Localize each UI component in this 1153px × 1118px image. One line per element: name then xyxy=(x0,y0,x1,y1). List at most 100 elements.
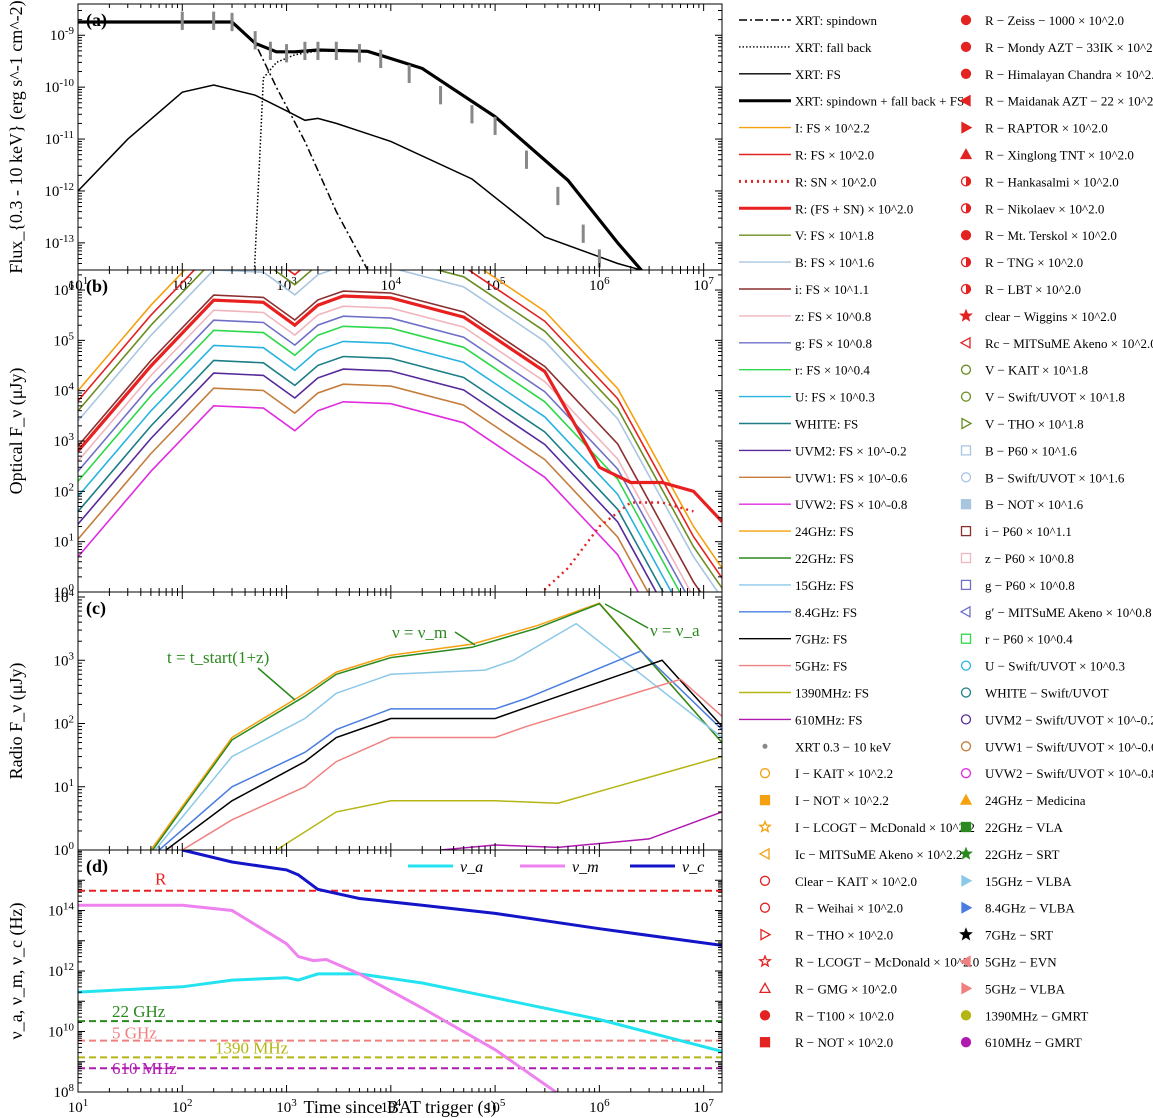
legend-item: Rc − MITSuME Akeno × 10^2.0 xyxy=(959,336,1153,351)
legend-item: 15GHz − VLBA xyxy=(961,874,1072,889)
legend-label: R − LCOGT − McDonald × 10^2.0 xyxy=(795,955,979,970)
tick-exp: 8 xyxy=(69,1082,75,1094)
legend-label: 24GHz − Medicina xyxy=(985,793,1086,808)
tick-base: 10 xyxy=(589,1100,604,1116)
tick-base: 10 xyxy=(54,653,69,669)
tick-exp: 4 xyxy=(396,1097,402,1109)
legend-item: R − Hankasalmi × 10^2.0 xyxy=(960,174,1119,189)
panel-frame xyxy=(77,849,723,1093)
legend-item: B − P60 × 10^1.6 xyxy=(960,443,1077,458)
legend-label: UVW1: FS × 10^-0.6 xyxy=(795,470,908,485)
legend-label: R − THO × 10^2.0 xyxy=(795,928,893,943)
y-tick-label: 1014 xyxy=(48,901,75,920)
series-U: FS × 10^0.3 xyxy=(78,340,673,592)
legend-label: WHITE: FS xyxy=(795,417,858,432)
legend-item: XRT: fall back xyxy=(739,40,872,55)
y-tick-label: 106 xyxy=(54,280,75,299)
legend-item: I − NOT × 10^2.2 xyxy=(759,793,889,808)
legend-item: 24GHz: FS xyxy=(739,524,854,539)
legend-label: UVW2 − Swift/UVOT × 10^-0.8 xyxy=(985,766,1153,781)
legend-label: U: FS × 10^0.3 xyxy=(795,390,875,405)
panel-label: (a) xyxy=(86,10,107,31)
tick-base: 10 xyxy=(54,843,69,859)
legend-marker xyxy=(960,687,972,698)
series-XRT: spindown + fall back + FS xyxy=(78,20,644,270)
legend-label: R − LBT × 10^2.0 xyxy=(985,282,1081,297)
legend-item: R − NOT × 10^2.0 xyxy=(759,1035,893,1050)
legend-item: UVW1: FS × 10^-0.6 xyxy=(739,470,908,485)
legend-label: R − RAPTOR × 10^2.0 xyxy=(985,121,1108,136)
legend-marker xyxy=(960,391,972,402)
legend-item: R: SN × 10^2.0 xyxy=(739,174,876,189)
tick-base: 10 xyxy=(693,1100,708,1116)
series-5GHz: FS xyxy=(181,678,722,850)
y-tick-label: 108 xyxy=(54,1082,75,1101)
legend-marker xyxy=(959,927,973,941)
legend-label: B − Swift/UVOT × 10^1.6 xyxy=(985,470,1125,485)
series-WHITE: FS xyxy=(78,355,665,592)
legend-label: 22GHz: FS xyxy=(795,551,854,566)
series-r: FS × 10^0.4 xyxy=(78,325,681,592)
tick-base: 10 xyxy=(54,484,69,500)
legend-label: V: FS × 10^1.8 xyxy=(795,228,874,243)
x-tick-label: 102 xyxy=(172,1097,193,1116)
legend-marker xyxy=(758,954,772,968)
legend-label: B − NOT × 10^1.6 xyxy=(985,497,1084,512)
legend-item: 22GHz: FS xyxy=(739,551,854,566)
ref-label-R: R xyxy=(155,870,167,889)
legend-label: R − Zeiss − 1000 × 10^2.0 xyxy=(985,13,1124,28)
series-XRT: FS xyxy=(78,84,642,270)
legend-label: 5GHz − VLBA xyxy=(985,981,1066,996)
x-tick-label: 104 xyxy=(381,1097,402,1116)
series-I: FS × 10^2.2 xyxy=(78,270,722,569)
legend-label: U − Swift/UVOT × 10^0.3 xyxy=(985,659,1125,674)
series-sn xyxy=(540,501,694,592)
y-tick-label: 104 xyxy=(54,381,75,400)
legend-label: Ic − MITSuME Akeno × 10^2.2 xyxy=(795,847,962,862)
tick-base: 10 xyxy=(381,1100,396,1116)
legend-item: R − Nikolaev × 10^2.0 xyxy=(960,201,1104,216)
legend-item: R − LBT × 10^2.0 xyxy=(960,282,1081,297)
tick-exp: 0 xyxy=(69,840,75,852)
x-tick-label: 107 xyxy=(693,275,714,294)
legend-item: Clear − KAIT × 10^2.0 xyxy=(759,874,917,889)
legend-item: 7GHz: FS xyxy=(739,632,847,647)
legend-label: UVM2: FS × 10^-0.2 xyxy=(795,443,907,458)
legend-label: z − P60 × 10^0.8 xyxy=(985,551,1074,566)
legend-label: i − P60 × 10^1.1 xyxy=(985,524,1072,539)
legend-item: UVM2 − Swift/UVOT × 10^-0.2 xyxy=(960,712,1153,727)
legend-item: B: FS × 10^1.6 xyxy=(739,255,875,270)
legend-item: r: FS × 10^0.4 xyxy=(739,363,870,378)
series-XRT: spindown xyxy=(78,21,369,270)
legend-item: WHITE − Swift/UVOT xyxy=(960,686,1109,701)
legend-marker xyxy=(960,660,972,671)
series-15GHz: FS xyxy=(154,622,722,850)
legend-d-label: ν_a xyxy=(460,859,483,876)
legend-marker xyxy=(959,955,971,968)
legend-item: g′ − MITSuME Akeno × 10^0.8 xyxy=(959,605,1152,620)
legend-label: 610MHz: FS xyxy=(795,712,863,727)
legend-label: g′ − MITSuME Akeno × 10^0.8 xyxy=(985,605,1152,620)
legend-label: I: FS × 10^2.2 xyxy=(795,121,870,136)
series-ν_c xyxy=(181,850,722,947)
legend-label: XRT: fall back xyxy=(795,40,872,55)
legend-marker xyxy=(959,846,973,860)
legend-item: XRT: spindown + fall back + FS xyxy=(739,94,964,109)
tick-exp: 6 xyxy=(604,1097,610,1109)
series-22GHz: FS xyxy=(152,602,722,850)
tick-exp: 2 xyxy=(187,275,193,287)
legend-marker xyxy=(959,336,971,349)
annotation-arrow xyxy=(604,603,649,629)
legend-marker xyxy=(960,768,972,779)
tick-exp: 3 xyxy=(291,1097,297,1109)
legend-item: 24GHz − Medicina xyxy=(959,793,1086,808)
legend-marker xyxy=(960,821,972,833)
x-tick-label: 101 xyxy=(68,1097,89,1116)
legend-item: R − Himalayan Chandra × 10^2.0 xyxy=(960,67,1153,82)
legend-label: r − P60 × 10^0.4 xyxy=(985,632,1073,647)
legend-item: UVW2: FS × 10^-0.8 xyxy=(739,497,907,512)
legend-d-label: ν_c xyxy=(682,859,704,876)
tick-base: 10 xyxy=(54,384,69,400)
